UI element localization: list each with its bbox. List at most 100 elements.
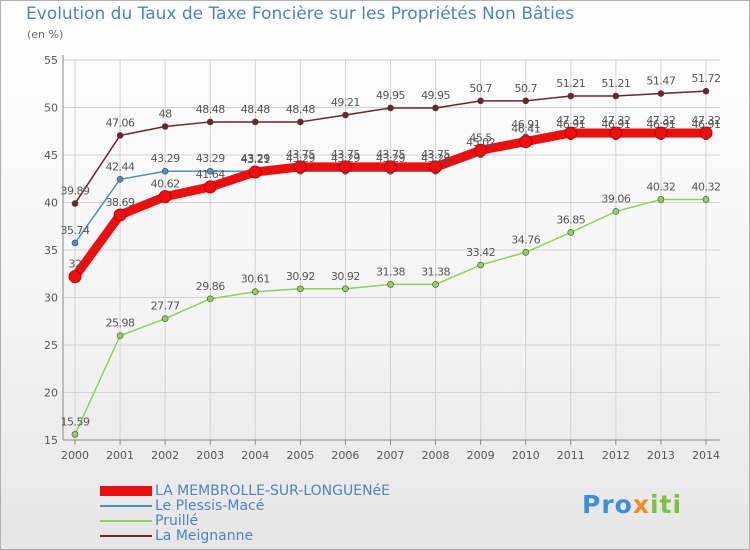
data-point bbox=[206, 167, 214, 175]
data-label: 48.48 bbox=[241, 103, 270, 116]
data-label: 49.95 bbox=[376, 89, 405, 102]
data-label: 51.21 bbox=[601, 77, 630, 90]
data-label: 43.75 bbox=[331, 148, 360, 161]
data-point bbox=[657, 90, 665, 97]
data-point bbox=[477, 97, 484, 105]
data-point bbox=[702, 87, 710, 95]
proxiti-logo: Proxiti bbox=[582, 490, 683, 519]
x-tick-label: 2007 bbox=[377, 449, 405, 462]
data-label: 39.06 bbox=[601, 192, 630, 205]
y-tick-label: 20 bbox=[44, 387, 58, 400]
data-label: 47.06 bbox=[106, 116, 135, 129]
data-point bbox=[522, 97, 530, 105]
data-point bbox=[116, 132, 124, 139]
data-point bbox=[609, 126, 623, 140]
x-tick-label: 2013 bbox=[647, 449, 675, 462]
legend-swatch bbox=[100, 486, 152, 496]
data-label: 48 bbox=[159, 108, 172, 121]
data-label: 30.92 bbox=[331, 270, 360, 283]
data-point bbox=[567, 229, 575, 236]
data-point bbox=[71, 200, 79, 207]
legend: LA MEMBROLLE-SUR-LONGUENéE Le Plessis-Ma… bbox=[100, 483, 520, 544]
data-point bbox=[161, 167, 169, 175]
legend-label: Le Plessis-Macé bbox=[155, 498, 265, 514]
data-point bbox=[519, 135, 533, 149]
legend-item: Le Plessis-Macé bbox=[100, 498, 520, 514]
data-point bbox=[432, 281, 439, 288]
legend-item: La Meignanne bbox=[100, 528, 520, 544]
legend-label: La Meignanne bbox=[155, 528, 254, 544]
data-label: 49.95 bbox=[421, 89, 450, 102]
data-point bbox=[203, 180, 217, 194]
data-label: 50.7 bbox=[514, 82, 537, 95]
data-label: 46.91 bbox=[556, 118, 585, 131]
data-label: 38.69 bbox=[106, 196, 135, 209]
x-tick-label: 2011 bbox=[557, 449, 585, 462]
line-chart: 15 20 25 30 35 40 45 50 55 2000 2001 2002 2003 2004 20… bbox=[44, 54, 721, 462]
data-label: 51.72 bbox=[692, 72, 721, 85]
data-label: 47.32 bbox=[646, 114, 675, 127]
data-label: 31.38 bbox=[421, 265, 450, 278]
y-tick-label: 50 bbox=[44, 102, 58, 115]
chart-title: Evolution du Taux de Taxe Foncière sur l… bbox=[26, 4, 575, 24]
y-tick-label: 35 bbox=[44, 244, 58, 257]
data-label: 46.91 bbox=[646, 118, 675, 131]
x-tick-label: 2000 bbox=[61, 449, 89, 462]
data-label: 46.91 bbox=[692, 118, 721, 131]
data-point bbox=[116, 176, 124, 183]
data-label: 47.32 bbox=[556, 114, 585, 127]
data-label: 35.74 bbox=[61, 224, 90, 237]
data-point bbox=[699, 126, 713, 140]
y-tick-label: 45 bbox=[44, 149, 58, 162]
data-point bbox=[432, 104, 439, 112]
y-tick-label: 55 bbox=[44, 54, 58, 67]
data-point bbox=[342, 111, 349, 119]
data-label: 43.21 bbox=[241, 153, 270, 166]
data-point bbox=[612, 92, 620, 100]
x-tick-label: 2014 bbox=[692, 449, 720, 462]
data-label: 15.59 bbox=[61, 415, 90, 428]
x-tick-label: 2009 bbox=[467, 449, 495, 462]
data-point bbox=[158, 190, 172, 204]
data-point bbox=[387, 281, 394, 288]
legend-swatch bbox=[100, 505, 152, 507]
data-point bbox=[251, 288, 259, 296]
data-label: 25.98 bbox=[106, 317, 135, 330]
data-label: 43.29 bbox=[331, 152, 360, 165]
data-label: 32 bbox=[69, 258, 82, 271]
data-point bbox=[251, 118, 259, 126]
data-point bbox=[384, 160, 397, 174]
data-label: 43.75 bbox=[286, 148, 315, 161]
data-label: 43.29 bbox=[286, 152, 315, 165]
data-point bbox=[387, 104, 394, 112]
data-label: 43.75 bbox=[376, 148, 405, 161]
data-label: 33.42 bbox=[466, 246, 495, 259]
legend-swatch bbox=[100, 520, 152, 522]
x-tick-label: 2006 bbox=[331, 449, 359, 462]
data-label: 39.89 bbox=[61, 185, 90, 198]
data-label: 40.32 bbox=[692, 180, 721, 193]
data-point bbox=[342, 285, 349, 293]
data-point bbox=[68, 270, 82, 284]
data-point bbox=[248, 165, 262, 179]
data-point bbox=[71, 431, 79, 438]
data-point bbox=[564, 126, 578, 140]
data-label: 27.77 bbox=[151, 300, 180, 313]
data-label: 31.38 bbox=[376, 265, 405, 278]
data-label: 47.32 bbox=[601, 114, 630, 127]
data-point bbox=[474, 143, 488, 157]
data-label: 42.44 bbox=[106, 160, 135, 173]
y-tick-label: 30 bbox=[44, 292, 58, 305]
data-label: 34.76 bbox=[511, 233, 540, 246]
data-label: 29.86 bbox=[196, 280, 225, 293]
y-axis-unit: (en %) bbox=[27, 28, 64, 41]
data-label: 43.29 bbox=[151, 152, 180, 165]
data-label: 30.92 bbox=[286, 270, 315, 283]
data-label: 48.48 bbox=[286, 103, 315, 116]
data-label: 43.29 bbox=[196, 152, 225, 165]
data-point bbox=[71, 239, 79, 247]
data-point bbox=[522, 248, 530, 256]
data-label: 43.29 bbox=[376, 152, 405, 165]
data-label: 51.47 bbox=[646, 75, 675, 88]
